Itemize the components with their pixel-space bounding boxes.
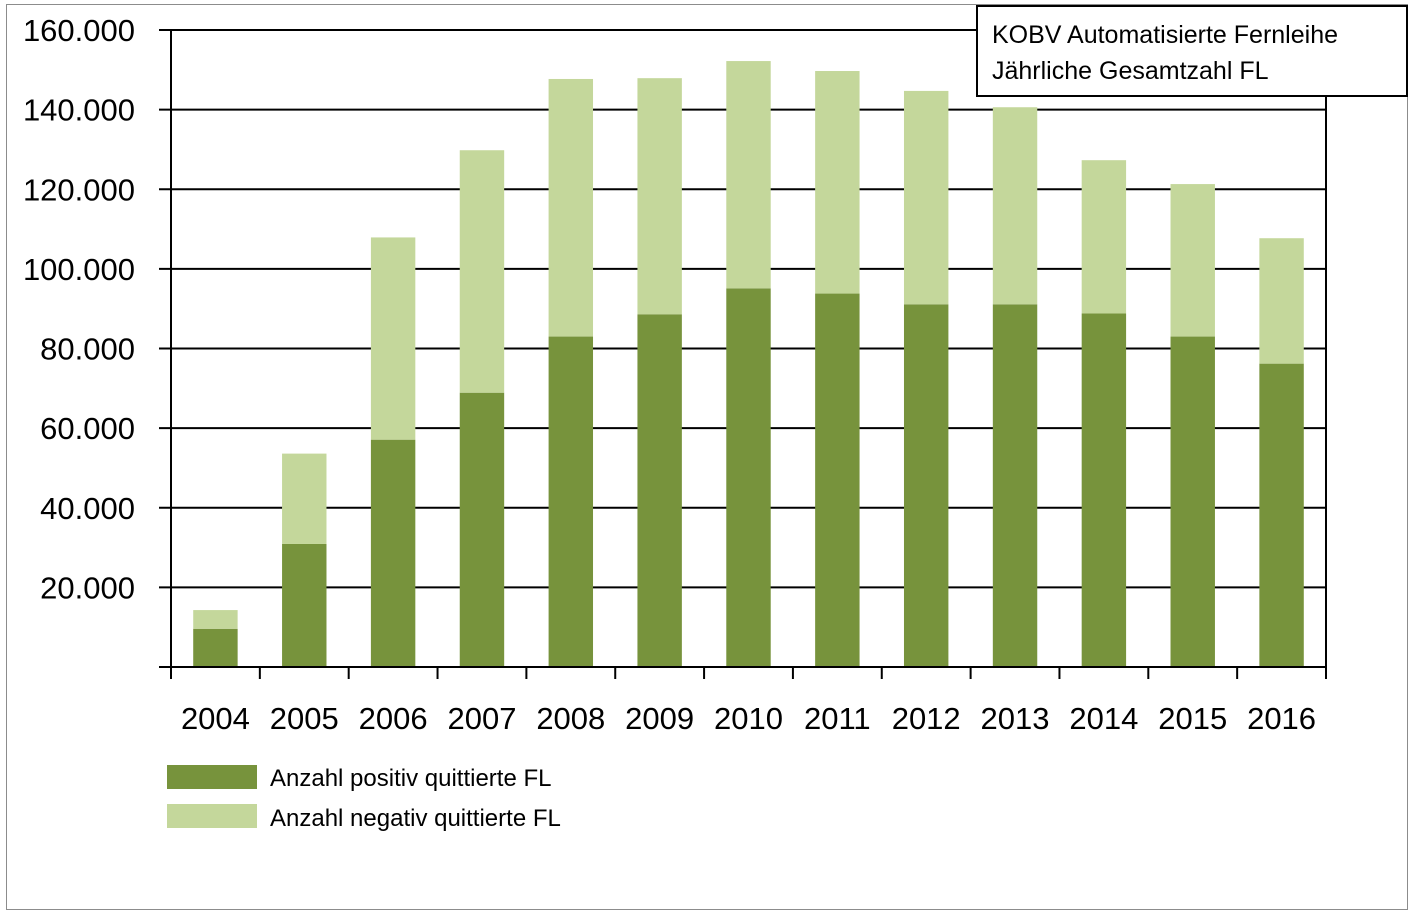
y-tick-labels: 20.000 40.000 60.000 80.000 100.000 120.000 14… bbox=[23, 13, 135, 605]
y-tick-label: 120.000 bbox=[23, 172, 135, 207]
bar-positive-2014 bbox=[1081, 313, 1127, 667]
x-tick-label: 2008 bbox=[536, 701, 605, 736]
x-tick-label: 2011 bbox=[804, 701, 871, 736]
bar-positive-2013 bbox=[992, 304, 1038, 667]
bar-negative-2004 bbox=[193, 610, 238, 629]
bars bbox=[193, 61, 1304, 667]
x-tick-label: 2014 bbox=[1069, 701, 1138, 736]
bar-negative-2014 bbox=[1081, 160, 1127, 314]
y-tick-label: 60.000 bbox=[40, 411, 135, 446]
chart-title: KOBV Automatisierte Fernleihe bbox=[992, 21, 1338, 49]
bar-negative-2008 bbox=[548, 78, 594, 337]
bar-negative-2013 bbox=[992, 107, 1038, 305]
legend: Anzahl positiv quittierte FL Anzahl nega… bbox=[167, 765, 561, 832]
bar-positive-2007 bbox=[459, 392, 505, 667]
bar-negative-2010 bbox=[726, 61, 771, 289]
y-tick-label: 160.000 bbox=[23, 13, 135, 48]
bar-negative-2011 bbox=[815, 71, 860, 294]
axes bbox=[170, 30, 1327, 679]
y-tick-label: 40.000 bbox=[40, 491, 135, 526]
x-tick-label: 2004 bbox=[181, 701, 250, 736]
bar-positive-2005 bbox=[282, 543, 327, 667]
chart-frame bbox=[6, 4, 1408, 910]
y-tick-label: 80.000 bbox=[40, 332, 135, 367]
x-tick-label: 2012 bbox=[892, 701, 961, 736]
y-tick-label: 100.000 bbox=[23, 252, 135, 287]
bar-positive-2010 bbox=[726, 288, 771, 667]
bar-positive-2004 bbox=[193, 628, 238, 667]
chart-subtitle: Jährliche Gesamtzahl FL bbox=[992, 57, 1269, 85]
chart-title-box: KOBV Automatisierte Fernleihe Jährliche … bbox=[976, 5, 1408, 97]
bar-negative-2005 bbox=[282, 453, 327, 544]
legend-label-positive: Anzahl positiv quittierte FL bbox=[270, 765, 551, 792]
legend-label-negative: Anzahl negativ quittierte FL bbox=[270, 805, 561, 832]
bar-negative-2012 bbox=[903, 90, 949, 305]
bar-negative-2006 bbox=[370, 237, 416, 440]
x-tick-label: 2007 bbox=[447, 701, 516, 736]
bar-positive-2016 bbox=[1259, 363, 1304, 667]
bar-positive-2015 bbox=[1170, 336, 1215, 667]
bar-negative-2007 bbox=[459, 150, 505, 393]
x-tick-label: 2013 bbox=[981, 701, 1050, 736]
bar-negative-2015 bbox=[1170, 184, 1215, 337]
x-tick-labels: 2004 2005 2006 2007 2008 2009 2010 2011 2012 2013… bbox=[181, 701, 1316, 736]
y-tick-label: 20.000 bbox=[40, 570, 135, 605]
x-tick-label: 2010 bbox=[714, 701, 783, 736]
x-tick-label: 2016 bbox=[1247, 701, 1316, 736]
bar-negative-2009 bbox=[637, 78, 682, 315]
legend-swatch-positive bbox=[167, 765, 257, 789]
bar-positive-2008 bbox=[548, 336, 594, 667]
bar-negative-2016 bbox=[1259, 238, 1304, 364]
x-tick-label: 2015 bbox=[1158, 701, 1227, 736]
x-tick-label: 2005 bbox=[270, 701, 339, 736]
bar-positive-2011 bbox=[815, 293, 860, 667]
bar-positive-2012 bbox=[903, 304, 949, 667]
legend-swatch-negative bbox=[167, 804, 257, 828]
x-tick-label: 2009 bbox=[625, 701, 694, 736]
bar-positive-2009 bbox=[637, 314, 682, 667]
bar-positive-2006 bbox=[370, 439, 416, 667]
y-tick-label: 140.000 bbox=[23, 93, 135, 128]
x-tick-label: 2006 bbox=[359, 701, 428, 736]
